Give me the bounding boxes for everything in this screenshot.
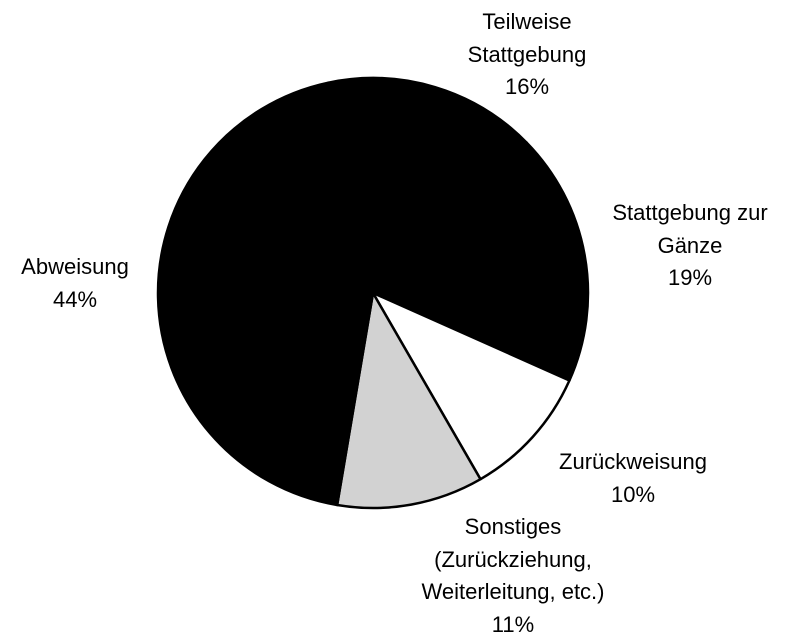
slice-label: Zurückweisung 10% <box>559 446 707 511</box>
slice-label: Teilweise Stattgebung 16% <box>468 6 587 104</box>
category-label: Zurückweisung <box>559 449 707 474</box>
pie-slice <box>335 291 482 510</box>
pie-slice <box>327 76 528 295</box>
pie-slice <box>371 291 571 481</box>
value-label: 11% <box>491 611 535 637</box>
slice-label: Abweisung 44% <box>21 251 129 316</box>
pie-slice <box>156 81 375 507</box>
slice-label: Stattgebung zur Gänze 19% <box>612 197 767 295</box>
value-label: 44% <box>52 286 98 312</box>
slice-label: Sonstiges (Zurückziehung, Weiterleitung,… <box>421 511 604 641</box>
value-label: 19% <box>667 265 713 290</box>
category-label: Teilweise Stattgebung <box>467 9 587 67</box>
value-label: 16% <box>504 74 550 99</box>
category-label: Abweisung <box>21 254 129 279</box>
category-label: Sonstiges (Zurückziehung, Weiterleitung,… <box>421 514 605 604</box>
category-label: Stattgebung zur Gänze <box>612 200 768 258</box>
value-label: 10% <box>610 481 656 507</box>
pie-slice <box>371 141 590 382</box>
